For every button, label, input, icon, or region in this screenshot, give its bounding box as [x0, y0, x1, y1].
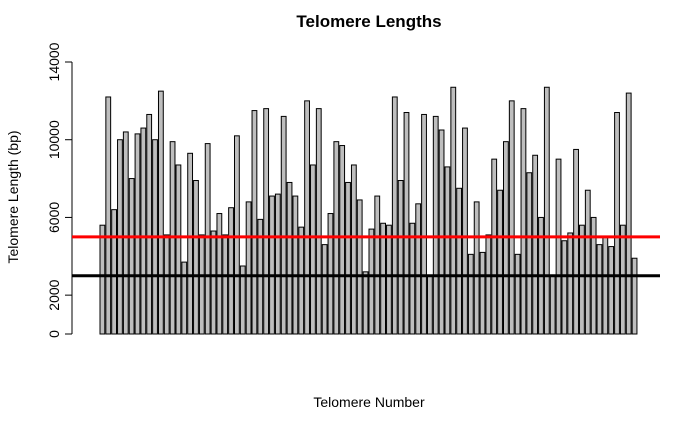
bar — [631, 257, 638, 335]
bar — [438, 129, 445, 335]
bar — [228, 207, 234, 335]
bar — [561, 240, 568, 335]
bar — [292, 195, 299, 335]
bar — [134, 133, 141, 335]
bar — [491, 158, 498, 335]
bar — [608, 246, 615, 335]
bars-group — [99, 86, 638, 335]
bar — [444, 166, 451, 335]
bar — [111, 209, 117, 335]
bar — [321, 244, 328, 335]
y-tick-label: 0 — [46, 330, 62, 338]
bar — [204, 143, 211, 335]
bar — [304, 100, 310, 335]
bar — [198, 234, 205, 335]
bar — [526, 172, 533, 335]
bar — [532, 154, 539, 335]
bar — [397, 180, 404, 335]
bar — [584, 189, 591, 335]
bar — [543, 86, 550, 335]
bar — [432, 115, 439, 335]
chart-title: Telomere Lengths — [296, 12, 441, 31]
bar — [140, 127, 147, 335]
x-axis-label: Telomere Number — [313, 394, 425, 410]
bar — [193, 180, 199, 335]
bar — [239, 265, 246, 335]
bar — [573, 148, 579, 335]
bar — [462, 127, 468, 335]
bar — [473, 201, 480, 335]
bar — [251, 110, 258, 335]
bar — [356, 199, 363, 335]
reference-lines-group — [72, 235, 660, 278]
bar — [315, 108, 322, 335]
bar — [549, 275, 556, 335]
bar — [415, 203, 422, 335]
bar — [555, 158, 562, 335]
bar — [234, 135, 240, 335]
y-axis: 0 2000 6000 10000 14000 — [46, 42, 73, 338]
bar — [99, 224, 106, 335]
bar — [467, 253, 474, 335]
bar — [579, 224, 585, 335]
bar — [479, 251, 486, 335]
bar — [485, 234, 492, 335]
bar — [409, 222, 416, 335]
bar — [181, 261, 188, 335]
bar — [310, 164, 316, 335]
bar — [497, 189, 503, 335]
bar — [269, 195, 275, 335]
y-tick-label: 14000 — [46, 42, 62, 81]
bar — [602, 236, 609, 335]
bar — [614, 112, 620, 335]
bar — [157, 90, 164, 335]
bar — [567, 232, 574, 335]
bar — [380, 222, 387, 335]
bar — [596, 244, 603, 335]
bar — [362, 271, 369, 335]
y-tick-label: 2000 — [46, 279, 62, 310]
bar — [514, 253, 521, 335]
bar — [421, 113, 427, 335]
bar — [619, 224, 626, 335]
bar — [210, 230, 217, 335]
bar — [298, 226, 305, 335]
bar — [374, 195, 381, 335]
bar — [274, 193, 281, 335]
bar — [105, 96, 112, 335]
bar — [175, 164, 182, 335]
bar — [327, 213, 334, 335]
bar — [350, 164, 357, 335]
bar — [368, 228, 375, 335]
bar — [286, 181, 293, 335]
y-tick-label: 6000 — [46, 202, 62, 233]
bar — [386, 224, 392, 335]
bar — [403, 112, 410, 335]
bar — [426, 275, 433, 335]
bar — [263, 108, 270, 335]
bar — [391, 96, 398, 335]
bar — [339, 145, 346, 335]
bar — [520, 108, 527, 335]
bar — [122, 131, 129, 335]
bar — [128, 178, 135, 335]
bar — [450, 86, 457, 335]
bar — [187, 152, 194, 335]
bar — [508, 100, 515, 335]
bar — [216, 213, 223, 335]
bar — [146, 113, 153, 335]
bar — [245, 201, 252, 335]
bar — [280, 115, 287, 335]
bar — [222, 234, 229, 335]
bar — [625, 92, 632, 335]
y-tick-label: 10000 — [46, 120, 62, 159]
y-axis-label: Telomere Length (bp) — [5, 130, 21, 263]
bar — [345, 181, 351, 335]
bar — [163, 234, 170, 335]
bar — [456, 187, 463, 335]
